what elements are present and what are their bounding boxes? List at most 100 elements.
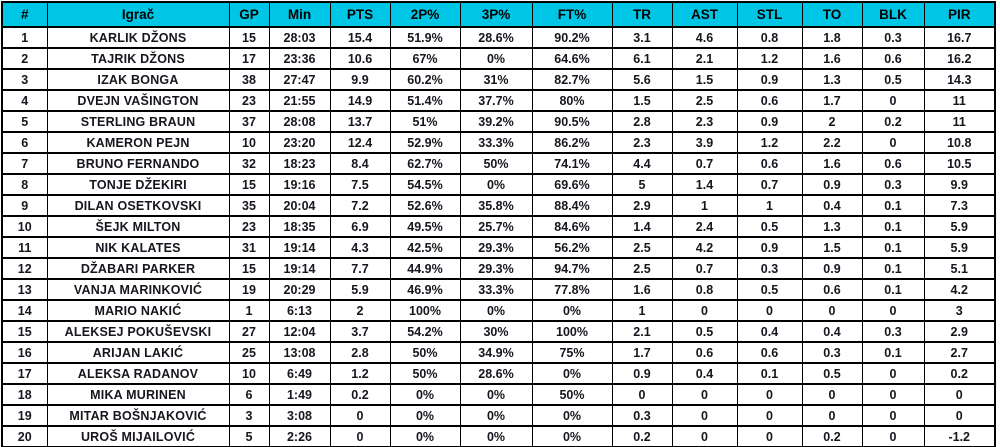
stat-cell: 0 <box>923 383 996 406</box>
stat-cell: 94.7% <box>531 257 613 280</box>
column-header-ast: AST <box>671 1 738 28</box>
stat-cell: 18 <box>1 383 48 406</box>
stat-cell: 0.5 <box>861 68 925 91</box>
stat-cell: 10.6 <box>329 47 391 70</box>
table-row: 4 DVEJN VAŠINGTON 23 21:55 14.9 51.4% 37.7% 80%… <box>1 89 996 112</box>
stat-cell: 2.7 <box>923 341 996 364</box>
stat-cell: 1 <box>1 26 48 49</box>
player-name-cell: IZAK BONGA <box>46 68 230 91</box>
column-header-gp: GP <box>228 1 270 28</box>
stat-cell: 3 <box>923 299 996 322</box>
player-name-cell: DILAN OSETKOVSKI <box>46 194 230 217</box>
stat-cell: 0.7 <box>736 173 803 196</box>
stat-cell: 2.5 <box>611 257 673 280</box>
player-name-cell: NIK KALATES <box>46 236 230 259</box>
stat-cell: 0.4 <box>801 320 863 343</box>
stat-cell: 0.5 <box>736 278 803 301</box>
stat-cell: 0 <box>861 404 925 427</box>
stat-cell: 0.7 <box>671 257 738 280</box>
stat-cell: 0.9 <box>611 362 673 385</box>
stat-cell: 15 <box>228 26 270 49</box>
stat-cell: 1.2 <box>736 131 803 154</box>
stat-cell: 0.7 <box>671 152 738 175</box>
stat-cell: 5 <box>228 425 270 447</box>
stat-cell: 52.6% <box>389 194 461 217</box>
player-name-cell: KARLIK DŽONS <box>46 26 230 49</box>
stat-cell: 14.9 <box>329 89 391 112</box>
stat-cell: 31% <box>459 68 533 91</box>
stat-cell: 0.1 <box>861 215 925 238</box>
stat-cell: 25.7% <box>459 215 533 238</box>
stat-cell: 100% <box>389 299 461 322</box>
stat-cell: 15 <box>1 320 48 343</box>
stat-cell: 39.2% <box>459 110 533 133</box>
column-header-igra: Igrač <box>46 1 230 28</box>
stat-cell: 13.7 <box>329 110 391 133</box>
column-header-num: # <box>1 1 48 28</box>
stat-cell: 0% <box>459 404 533 427</box>
stat-cell: 9.9 <box>923 173 996 196</box>
stat-cell: 42.5% <box>389 236 461 259</box>
stat-cell: 1.7 <box>611 341 673 364</box>
stat-cell: 50% <box>389 362 461 385</box>
stat-cell: 0.2 <box>329 383 391 406</box>
stat-cell: 33.3% <box>459 278 533 301</box>
stat-cell: 0.2 <box>923 362 996 385</box>
stat-cell: 1.6 <box>801 152 863 175</box>
stat-cell: 0% <box>531 425 613 447</box>
stat-cell: 1.3 <box>801 215 863 238</box>
stat-cell: 31 <box>228 236 270 259</box>
player-name-cell: KAMERON PEJN <box>46 131 230 154</box>
stat-cell: 49.5% <box>389 215 461 238</box>
stat-cell: 23 <box>228 89 270 112</box>
stat-cell: 0.3 <box>801 341 863 364</box>
stat-cell: 5.9 <box>923 236 996 259</box>
stat-cell: 28.6% <box>459 26 533 49</box>
stat-cell: 0 <box>736 404 803 427</box>
stat-cell: 10 <box>228 131 270 154</box>
stat-cell: 84.6% <box>531 215 613 238</box>
stat-cell: 80% <box>531 89 613 112</box>
stat-cell: 2.2 <box>801 131 863 154</box>
stat-cell: 8.4 <box>329 152 391 175</box>
player-name-cell: UROŠ MIJAILOVIĆ <box>46 425 230 447</box>
stat-cell: 11 <box>1 236 48 259</box>
column-header-pts: PTS <box>329 1 391 28</box>
stat-cell: 9 <box>1 194 48 217</box>
stat-cell: 37.7% <box>459 89 533 112</box>
stat-cell: 0.6 <box>736 341 803 364</box>
stat-cell: 5.9 <box>923 215 996 238</box>
table-row: 3 IZAK BONGA 38 27:47 9.9 60.2% 31% 82.7% 5.6 1.5… <box>1 68 996 91</box>
player-name-cell: TAJRIK DŽONS <box>46 47 230 70</box>
stat-cell: 19:16 <box>268 173 331 196</box>
stat-cell: 32 <box>228 152 270 175</box>
column-header-2p: 2P% <box>389 1 461 28</box>
stat-cell: 0.1 <box>861 341 925 364</box>
stat-cell: 0.3 <box>861 320 925 343</box>
stat-cell: 0.9 <box>801 257 863 280</box>
stat-cell: 23 <box>228 215 270 238</box>
stat-cell: 7.5 <box>329 173 391 196</box>
column-header-stl: STL <box>736 1 803 28</box>
table-row: 16 ARIJAN LAKIĆ 25 13:08 2.8 50% 34.9% 75% 1.7 0.… <box>1 341 996 364</box>
table-row: 11 NIK KALATES 31 19:14 4.3 42.5% 29.3% 56.2% 2.… <box>1 236 996 259</box>
stat-cell: 17 <box>228 47 270 70</box>
stat-cell: 1.7 <box>801 89 863 112</box>
table-row: 10 ŠEJK MILTON 23 18:35 6.9 49.5% 25.7% 84.6% 1.… <box>1 215 996 238</box>
stat-cell: 0.3 <box>611 404 673 427</box>
stat-cell: 5.9 <box>329 278 391 301</box>
stat-cell: 33.3% <box>459 131 533 154</box>
stat-cell: 0.3 <box>861 26 925 49</box>
stat-cell: 2:26 <box>268 425 331 447</box>
stat-cell: 75% <box>531 341 613 364</box>
stat-cell: 0% <box>459 383 533 406</box>
stat-cell: 19 <box>228 278 270 301</box>
column-header-ft: FT% <box>531 1 613 28</box>
stat-cell: 0 <box>671 425 738 447</box>
stat-cell: 0% <box>389 404 461 427</box>
stat-cell: 74.1% <box>531 152 613 175</box>
column-header-to: TO <box>801 1 863 28</box>
stat-cell: 15 <box>228 173 270 196</box>
stat-cell: 0.5 <box>671 320 738 343</box>
